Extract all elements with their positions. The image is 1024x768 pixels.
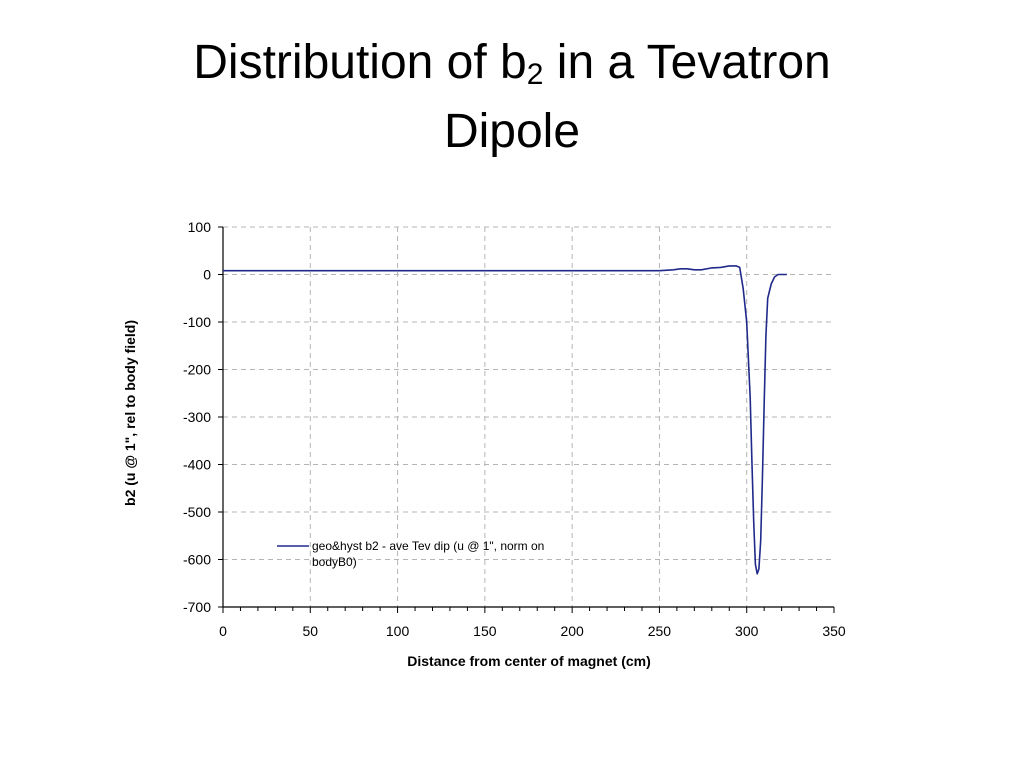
legend-label-line2: bodyB0)	[312, 555, 357, 569]
x-axis-ticks: 0 50 100 150 200 250 300 350	[219, 607, 846, 639]
grid-lines	[223, 226, 834, 607]
title-text-line2: Dipole	[443, 105, 581, 158]
x-tick-label: 0	[219, 623, 227, 639]
x-tick-label: 100	[386, 623, 410, 639]
x-axis-title: Distance from center of magnet (cm)	[407, 653, 651, 669]
y-tick-label: -200	[183, 362, 211, 378]
y-axis-title: b2 (u @ 1", rel to body field)	[122, 320, 138, 506]
y-tick-label: -100	[183, 314, 211, 330]
y-tick-label: 0	[203, 267, 211, 283]
y-axis-ticks: 100 0 -100 -200 -300 -400 -500 -600 -700	[183, 219, 223, 615]
x-tick-label: 50	[302, 623, 318, 639]
x-tick-label: 300	[735, 623, 759, 639]
x-tick-label: 350	[822, 623, 846, 639]
y-tick-label: -600	[183, 552, 211, 568]
title-subscript: 2	[526, 58, 544, 91]
x-tick-label: 150	[473, 623, 497, 639]
x-tick-label: 250	[648, 623, 672, 639]
legend-label-line1: geo&hyst b2 - ave Tev dip (u @ 1", norm …	[312, 539, 544, 553]
series-layer	[223, 265, 787, 575]
y-tick-label: -300	[183, 409, 211, 425]
y-tick-label: -700	[183, 599, 211, 615]
series-line	[223, 265, 787, 575]
y-tick-label: -400	[183, 457, 211, 473]
title-text-pre: Distribution of b	[193, 36, 527, 89]
x-tick-label: 200	[560, 623, 584, 639]
slide-title: Distribution of b2 in a Tevatron Dipole	[0, 34, 1024, 160]
y-tick-label: 100	[188, 219, 212, 235]
title-text-post: in a Tevatron	[543, 36, 831, 89]
y-tick-label: -500	[183, 504, 211, 520]
legend: geo&hyst b2 - ave Tev dip (u @ 1", norm …	[277, 539, 544, 569]
